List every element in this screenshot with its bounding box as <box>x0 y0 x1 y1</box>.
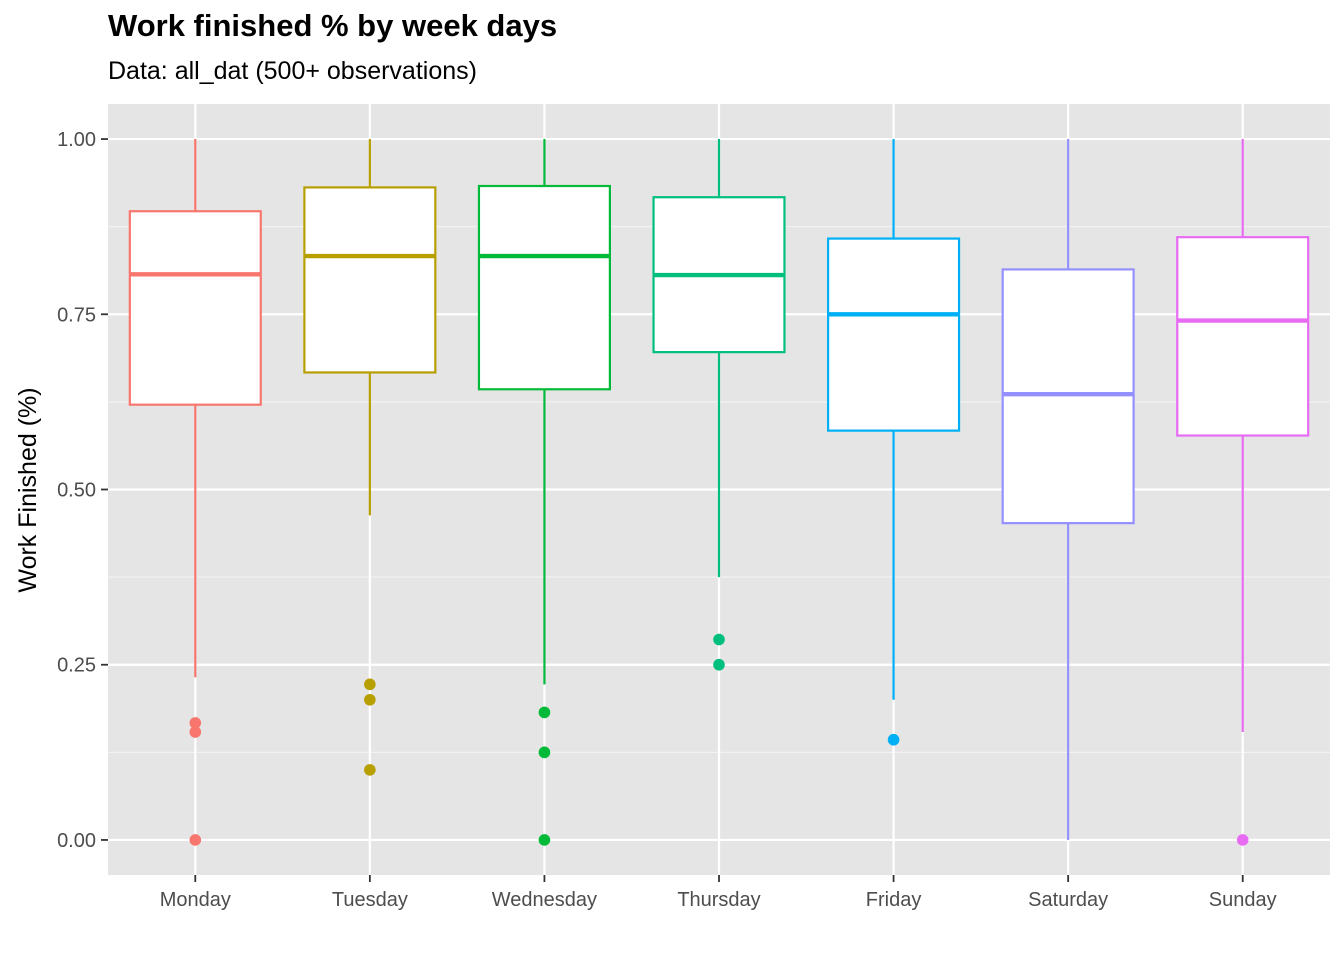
outlier-point <box>364 693 376 706</box>
x-axis: Monday Tuesday Wednesday Thursday Friday Satu… <box>160 875 1277 911</box>
box-tuesday <box>303 139 437 776</box>
outlier-point <box>713 633 725 646</box>
y-tick-label: 0.25 <box>57 655 96 677</box>
chart-subtitle: Data: all_dat (500+ observations) <box>108 57 477 85</box>
y-tick-label: 1.00 <box>57 129 96 151</box>
box-thursday <box>652 139 786 671</box>
y-tick-label: 0.75 <box>57 304 96 326</box>
outlier-point <box>1236 834 1249 846</box>
outlier-point <box>538 746 551 759</box>
x-tick-label: Sunday <box>1209 889 1277 911</box>
box-wednesday <box>477 139 611 846</box>
y-tick-label: 0.00 <box>57 830 96 852</box>
iqr-box <box>477 184 611 391</box>
y-axis-title: Work Finished (%) <box>14 387 42 592</box>
outlier-point <box>189 726 202 738</box>
x-tick-label: Friday <box>866 889 922 911</box>
x-tick-label: Monday <box>160 889 231 911</box>
iqr-box <box>128 210 262 406</box>
outlier-point <box>538 834 551 846</box>
box-friday <box>827 139 961 746</box>
iqr-box <box>1176 236 1310 437</box>
box-sunday <box>1176 139 1310 846</box>
outlier-point <box>364 764 376 776</box>
box-saturday <box>1001 139 1135 840</box>
outlier-point <box>189 834 202 846</box>
x-tick-label: Tuesday <box>332 889 408 911</box>
outlier-point <box>713 658 725 671</box>
outlier-point <box>189 717 202 729</box>
x-tick-label: Thursday <box>677 889 760 911</box>
x-tick-label: Saturday <box>1028 889 1108 911</box>
boxes <box>128 139 1310 846</box>
y-axis: 0.00 0.25 0.50 0.75 1.00 <box>57 129 108 852</box>
box-monday <box>128 139 262 846</box>
y-tick-label: 0.50 <box>57 480 96 502</box>
outlier-point <box>887 733 900 746</box>
x-tick-label: Wednesday <box>492 889 597 911</box>
outlier-point <box>364 678 376 691</box>
iqr-box <box>303 186 437 374</box>
chart-title: Work finished % by week days <box>108 8 558 43</box>
outlier-point <box>538 706 551 719</box>
iqr-box <box>827 237 961 432</box>
